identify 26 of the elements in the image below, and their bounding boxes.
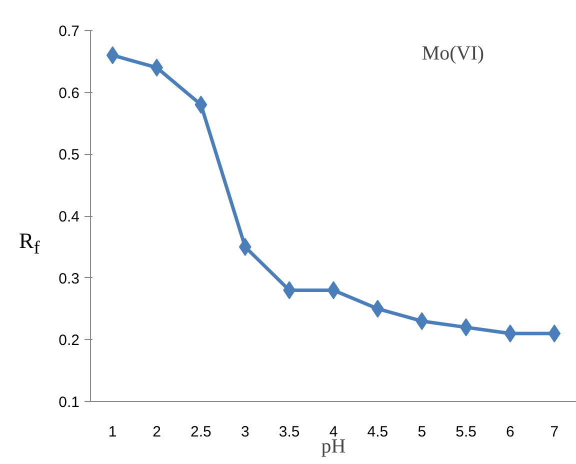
point (106, 46, 119, 64)
y-tick-label: 0.4 (58, 208, 80, 226)
y-tick-label: 0.2 (58, 332, 80, 350)
x-tick-label: 6 (506, 424, 514, 440)
y-tick-label: 0.1 (58, 394, 80, 411)
point (194, 96, 208, 114)
annotation: Mo(VI) (422, 42, 484, 65)
y-tick-label: 0.7 (58, 23, 80, 40)
y-tick-label: 0.3 (58, 270, 80, 288)
y-tick-label: 0.6 (58, 84, 80, 102)
point (327, 281, 340, 300)
point (416, 312, 428, 330)
x-tick-label: 3.5 (278, 424, 300, 440)
point (238, 238, 252, 256)
x-tick-label: 2 (152, 424, 161, 440)
x-tick-label: 3 (240, 424, 250, 440)
point (548, 324, 561, 342)
x-tick-label: 2.5 (190, 424, 212, 440)
y-tick-label: 0.5 (58, 146, 80, 164)
x-tick-label: 1 (108, 424, 117, 440)
x-tick-label: 5 (418, 424, 426, 440)
point (460, 318, 472, 336)
x-tick-label: 5.5 (456, 424, 476, 440)
x-tick-label: 7 (550, 424, 559, 440)
x-tick-label: 4.5 (367, 424, 388, 440)
y-axis-title: R$_{f}$ (19, 227, 40, 260)
